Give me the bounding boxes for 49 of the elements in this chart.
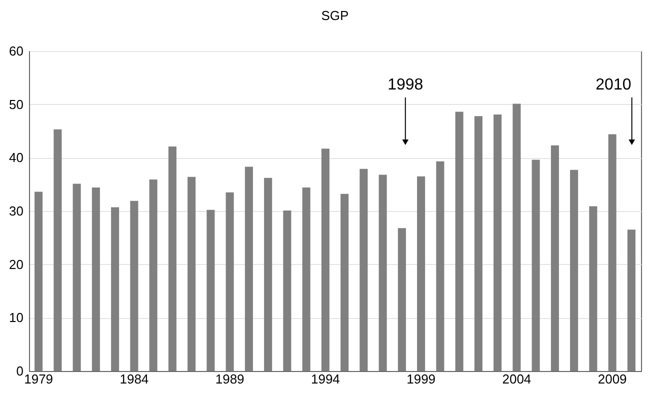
- bar: [455, 112, 464, 371]
- y-tick-label: 40: [9, 150, 24, 166]
- bar: [283, 210, 292, 371]
- bar: [398, 228, 406, 371]
- bar: [340, 194, 349, 371]
- x-tick-label: 2009: [598, 372, 627, 386]
- bar: [474, 116, 482, 371]
- y-tick-label: 50: [9, 96, 24, 112]
- bar: [417, 176, 426, 371]
- bar: [264, 178, 272, 371]
- y-tick-label: 10: [9, 310, 24, 326]
- bar: [360, 168, 368, 371]
- bar: [244, 166, 253, 371]
- x-tick-label: 1989: [215, 372, 244, 386]
- bar: [130, 200, 138, 371]
- y-tick-label: 30: [9, 204, 24, 218]
- x-tick-label: 1979: [24, 372, 54, 386]
- x-tick-label: 1994: [310, 372, 340, 386]
- bar: [111, 207, 120, 371]
- bar: [321, 148, 330, 371]
- bar: [226, 192, 234, 371]
- x-tick-label: 1999: [406, 372, 436, 386]
- bar: [54, 129, 62, 371]
- bar: [188, 176, 196, 371]
- bar: [550, 145, 559, 371]
- bar: [149, 180, 158, 371]
- annotation: 2010: [596, 76, 632, 94]
- bar: [206, 210, 215, 371]
- annotation: 1998: [388, 76, 424, 94]
- y-tick-label: 60: [9, 44, 24, 58]
- y-tick-label: 0: [16, 364, 24, 378]
- bar: [436, 161, 444, 371]
- y-tick-label: 20: [9, 256, 24, 272]
- bar: [589, 206, 598, 371]
- chart-title: SGP: [321, 8, 349, 23]
- x-tick-label: 2004: [502, 372, 532, 386]
- bar: [494, 114, 502, 371]
- bar: [92, 188, 100, 371]
- x-tick-label: 1984: [120, 372, 149, 386]
- bar: [532, 160, 540, 371]
- bar: [627, 230, 636, 371]
- bar: [608, 134, 616, 371]
- bar: [378, 174, 387, 371]
- bar: [72, 184, 81, 371]
- bar: [570, 170, 578, 371]
- bar: [34, 192, 43, 371]
- bar: [302, 188, 310, 371]
- bar: [168, 146, 176, 371]
- bar: [512, 104, 521, 371]
